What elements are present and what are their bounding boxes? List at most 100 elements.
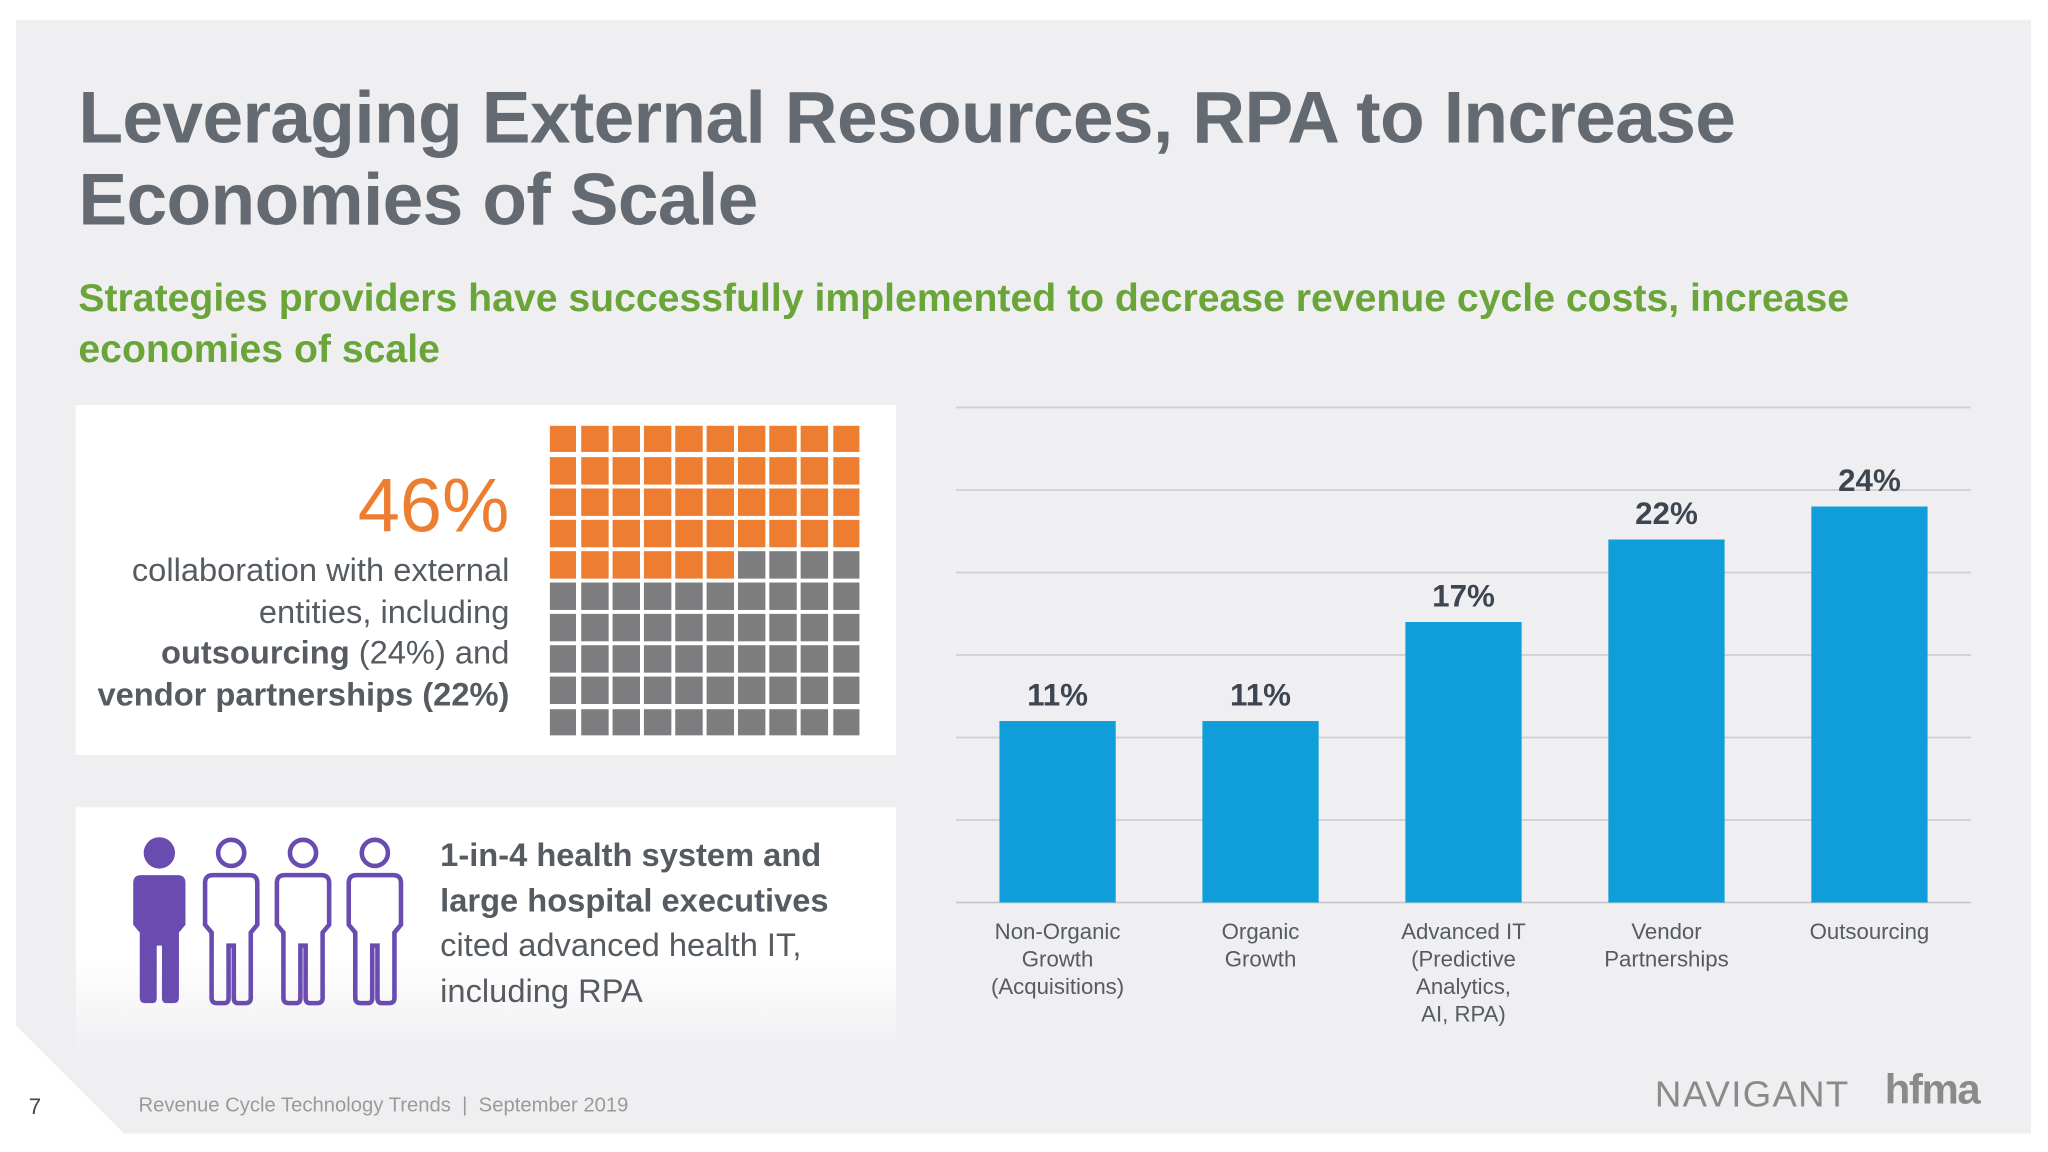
desc-outsourcing-pct: (24%) and [349, 634, 510, 672]
waffle-cell-filled [612, 520, 640, 547]
waffle-cell-empty [581, 708, 609, 736]
waffle-cell-filled [769, 425, 797, 453]
waffle-cell-filled [675, 425, 703, 453]
waffle-cell-filled [612, 457, 640, 484]
waffle-cell-empty [706, 614, 734, 642]
waffle-cell-filled [675, 488, 703, 516]
waffle-cell-filled [549, 520, 577, 547]
waffle-cell-empty [832, 614, 860, 642]
waffle-cell-empty [612, 645, 640, 673]
waffle-cell-filled [738, 520, 766, 547]
waffle-cell-filled [801, 457, 828, 484]
bar [1405, 622, 1522, 903]
waffle-cell-empty [644, 614, 671, 642]
waffle-cell-empty [738, 645, 766, 673]
waffle-cell-empty [706, 708, 734, 736]
waffle-cell-empty [549, 708, 577, 736]
waffle-cell-empty [581, 645, 609, 673]
category-label: Vendor [1631, 919, 1702, 944]
category-label: Outsourcing [1810, 919, 1930, 944]
page-subtitle: Strategies providers have successfully i… [78, 276, 1850, 371]
person-icon-outline [202, 837, 260, 1006]
waffle-cell-filled [706, 488, 734, 516]
waffle-cell-filled [738, 488, 766, 516]
waffle-cell-filled [581, 457, 609, 484]
waffle-cell-empty [581, 614, 609, 642]
category-label: Growth [1225, 947, 1297, 972]
waffle-cell-empty [738, 614, 766, 642]
waffle-cell-filled [675, 551, 703, 579]
category-label: (Acquisitions) [991, 974, 1124, 999]
waffle-cell-filled [801, 425, 828, 453]
waffle-cell-empty [549, 582, 577, 610]
waffle-cell-empty [644, 708, 671, 736]
waffle-cell-empty [801, 708, 828, 736]
waffle-cell-empty [769, 614, 797, 642]
waffle-cell-empty [612, 708, 640, 736]
waffle-cell-filled [801, 520, 828, 547]
bar [999, 721, 1116, 903]
person-icon-outline [274, 837, 332, 1006]
waffle-cell-filled [706, 425, 734, 453]
category-label: Non-Organic [995, 919, 1121, 944]
waffle-cell-filled [675, 520, 703, 547]
desc-line: collaboration with external entities, in… [131, 552, 510, 631]
waffle-cell-empty [832, 708, 860, 736]
waffle-cell-filled [581, 520, 609, 547]
category-label: Partnerships [1604, 947, 1729, 972]
waffle-cell-filled [706, 520, 734, 547]
hfma-logo: hfma [1884, 1065, 1981, 1113]
waffle-cell-empty [675, 582, 703, 610]
waffle-cell-filled [706, 551, 734, 579]
category-label: Organic [1222, 919, 1300, 944]
waffle-cell-empty [832, 677, 860, 704]
collaboration-card: 46% collaboration with external entities… [75, 404, 896, 755]
waffle-cell-filled [832, 457, 860, 484]
bar [1202, 721, 1319, 903]
waffle-cell-empty [832, 582, 860, 610]
waffle-cell-empty [769, 708, 797, 736]
footer-text: Revenue Cycle Technology Trends | Septem… [138, 1094, 629, 1117]
desc-outsourcing: outsourcing [160, 634, 350, 672]
waffle-cell-filled [644, 488, 671, 516]
category-label: (Predictive [1411, 947, 1516, 972]
waffle-cell-filled [644, 551, 671, 579]
executives-card: 1-in-4 health system and large hospital … [75, 807, 896, 1056]
waffle-cell-empty [549, 614, 577, 642]
waffle-cell-empty [801, 645, 828, 673]
person-icon-filled [133, 837, 186, 1004]
waffle-cell-empty [769, 551, 797, 579]
stat-rest: cited advanced health IT, including RPA [440, 927, 802, 1009]
waffle-cell-filled [549, 425, 577, 453]
waffle-cell-empty [801, 677, 828, 704]
waffle-cell-empty [581, 677, 609, 704]
waffle-cell-filled [738, 457, 766, 484]
waffle-cell-empty [549, 677, 577, 704]
waffle-cell-empty [675, 645, 703, 673]
waffle-cell-empty [832, 645, 860, 673]
waffle-cell-empty [738, 582, 766, 610]
waffle-cell-empty [612, 677, 640, 704]
waffle-cell-filled [832, 425, 860, 453]
waffle-cell-empty [738, 551, 766, 579]
category-label: Analytics, [1416, 974, 1511, 999]
waffle-cell-filled [612, 488, 640, 516]
waffle-cell-filled [581, 425, 609, 453]
category-label: Growth [1022, 947, 1094, 972]
stat-bold: 1-in-4 health system and large hospital … [440, 837, 829, 919]
waffle-cell-filled [581, 551, 609, 579]
waffle-cell-empty [769, 677, 797, 704]
waffle-cell-empty [675, 708, 703, 736]
waffle-chart [549, 425, 860, 736]
waffle-cell-empty [644, 677, 671, 704]
waffle-cell-empty [644, 582, 671, 610]
person-icon-outline [346, 837, 404, 1006]
waffle-cell-filled [769, 520, 797, 547]
waffle-cell-empty [738, 677, 766, 704]
collaboration-percent: 46% [357, 463, 510, 549]
waffle-cell-filled [738, 425, 766, 453]
waffle-cell-filled [612, 425, 640, 453]
waffle-cell-empty [675, 614, 703, 642]
